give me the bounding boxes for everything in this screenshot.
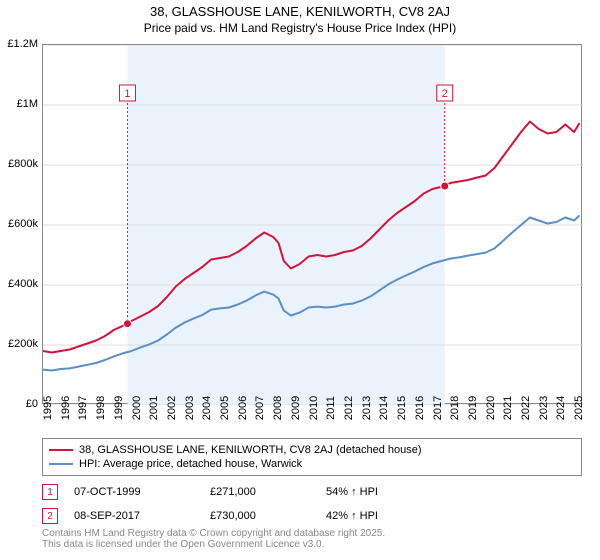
x-tick-label: 2005 xyxy=(219,396,231,420)
y-tick-label: £1.2M xyxy=(7,38,38,50)
chart-svg: 12 xyxy=(43,45,583,405)
y-tick-label: £1M xyxy=(17,98,38,110)
x-tick-label: 2018 xyxy=(449,396,461,420)
x-tick-label: 2004 xyxy=(201,396,213,420)
chart-container: 38, GLASSHOUSE LANE, KENILWORTH, CV8 2AJ… xyxy=(0,0,600,560)
x-tick-label: 2023 xyxy=(538,396,550,420)
x-tick-label: 2021 xyxy=(502,396,514,420)
x-tick-label: 2001 xyxy=(148,396,160,420)
x-tick-label: 2019 xyxy=(467,396,479,420)
y-tick-label: £0 xyxy=(26,398,38,410)
legend-label-subject: 38, GLASSHOUSE LANE, KENILWORTH, CV8 2AJ… xyxy=(79,444,422,456)
chart-subtitle: Price paid vs. HM Land Registry's House … xyxy=(0,19,600,39)
x-tick-label: 1995 xyxy=(42,396,54,420)
transaction-price: £271,000 xyxy=(210,486,310,498)
x-tick-label: 2006 xyxy=(237,396,249,420)
transaction-row: 1 07-OCT-1999 £271,000 54% ↑ HPI xyxy=(42,480,582,504)
y-tick-label: £200k xyxy=(8,338,38,350)
legend-label-hpi: HPI: Average price, detached house, Warw… xyxy=(79,458,302,470)
x-tick-label: 1996 xyxy=(60,396,72,420)
y-tick-label: £800k xyxy=(8,158,38,170)
x-tick-label: 2016 xyxy=(414,396,426,420)
transaction-row: 2 08-SEP-2017 £730,000 42% ↑ HPI xyxy=(42,504,582,528)
legend-item-hpi: HPI: Average price, detached house, Warw… xyxy=(49,457,575,471)
svg-text:2: 2 xyxy=(442,88,448,100)
x-tick-label: 2009 xyxy=(290,396,302,420)
y-tick-label: £400k xyxy=(8,278,38,290)
footer: Contains HM Land Registry data © Crown c… xyxy=(42,528,582,550)
x-tick-label: 2022 xyxy=(520,396,532,420)
footer-line2: This data is licensed under the Open Gov… xyxy=(42,539,582,550)
chart-title: 38, GLASSHOUSE LANE, KENILWORTH, CV8 2AJ xyxy=(0,0,600,19)
x-tick-label: 2024 xyxy=(555,396,567,420)
y-tick-label: £600k xyxy=(8,218,38,230)
transaction-date: 07-OCT-1999 xyxy=(74,486,194,498)
transaction-delta: 42% ↑ HPI xyxy=(326,510,378,522)
x-tick-label: 2007 xyxy=(254,396,266,420)
x-tick-label: 2025 xyxy=(573,396,585,420)
x-tick-label: 2013 xyxy=(361,396,373,420)
transaction-delta: 54% ↑ HPI xyxy=(326,486,378,498)
plot-area: 12 xyxy=(42,44,582,404)
svg-text:1: 1 xyxy=(124,88,130,100)
transaction-marker-1: 1 xyxy=(42,484,58,500)
x-tick-label: 2002 xyxy=(166,396,178,420)
x-tick-label: 2015 xyxy=(396,396,408,420)
marker-num: 2 xyxy=(47,511,53,522)
transactions-table: 1 07-OCT-1999 £271,000 54% ↑ HPI 2 08-SE… xyxy=(42,480,582,528)
x-tick-label: 2008 xyxy=(272,396,284,420)
x-tick-label: 2000 xyxy=(131,396,143,420)
x-tick-label: 2010 xyxy=(308,396,320,420)
x-tick-label: 2014 xyxy=(378,396,390,420)
transaction-marker-2: 2 xyxy=(42,508,58,524)
x-tick-label: 2017 xyxy=(432,396,444,420)
legend: 38, GLASSHOUSE LANE, KENILWORTH, CV8 2AJ… xyxy=(42,438,582,476)
legend-swatch-subject xyxy=(49,449,73,451)
x-tick-label: 2020 xyxy=(485,396,497,420)
footer-line1: Contains HM Land Registry data © Crown c… xyxy=(42,528,582,539)
legend-swatch-hpi xyxy=(49,463,73,465)
marker-num: 1 xyxy=(47,487,53,498)
x-tick-label: 2012 xyxy=(343,396,355,420)
x-tick-label: 2003 xyxy=(184,396,196,420)
transaction-date: 08-SEP-2017 xyxy=(74,510,194,522)
x-tick-label: 1999 xyxy=(113,396,125,420)
legend-item-subject: 38, GLASSHOUSE LANE, KENILWORTH, CV8 2AJ… xyxy=(49,443,575,457)
x-tick-label: 1997 xyxy=(77,396,89,420)
x-tick-label: 1998 xyxy=(95,396,107,420)
x-tick-label: 2011 xyxy=(325,396,337,420)
transaction-price: £730,000 xyxy=(210,510,310,522)
